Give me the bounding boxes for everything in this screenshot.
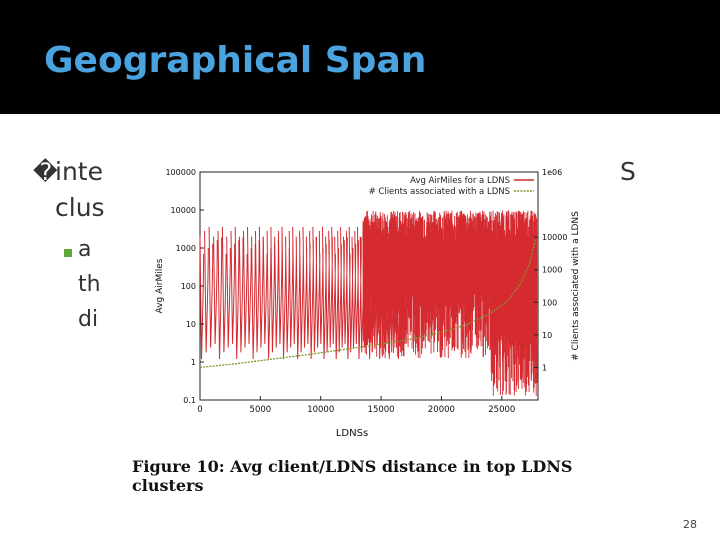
caption-line1: Figure 10: Avg client/LDNS distance in t… — [132, 457, 573, 476]
y-tick-label: 10000 — [171, 206, 196, 215]
caption-line2: clusters — [132, 476, 204, 495]
x-tick-label: 10000 — [307, 405, 334, 415]
title-bar — [0, 0, 720, 114]
sub-bullet-line3: di — [78, 307, 99, 332]
y-tick-label: 100 — [181, 282, 196, 291]
y2-tick-label: 100 — [542, 298, 557, 307]
clients-series-line — [199, 238, 537, 369]
axes: 0 5000 10000 15000 20000 25000 0.1 1 10 100 1000 10… — [165, 168, 567, 415]
bullet-text-line1-end: S — [620, 157, 636, 186]
chart-svg: 0 5000 10000 15000 20000 25000 0.1 1 10 100 1000 10… — [155, 168, 581, 439]
x-axis-label: LDNSs — [336, 428, 368, 439]
bullet-text-line1: inte — [55, 157, 103, 186]
sub-bullet-square-icon — [64, 249, 72, 257]
chart-figure: 0 5000 10000 15000 20000 25000 0.1 1 10 100 1000 10… — [152, 150, 592, 440]
y-tick-label: 1 — [191, 358, 196, 367]
x-tick-label: 0 — [197, 405, 202, 415]
y2-tick-label: 1e06 — [542, 168, 562, 177]
airmiles-series — [199, 210, 538, 397]
legend-label-airmiles: Avg AirMiles for a LDNS — [410, 176, 510, 186]
y2-axis-label: # Clients associated with a LDNS — [571, 211, 581, 361]
x-tick-label: 15000 — [368, 405, 395, 415]
y2-tick-label: 10000 — [542, 233, 567, 242]
x-tick-label: 25000 — [488, 405, 515, 415]
y-tick-label: 0.1 — [183, 396, 196, 405]
bullet-text-line2: clus — [55, 193, 105, 222]
y-tick-label: 1000 — [176, 244, 196, 253]
y-tick-label: 100000 — [165, 168, 196, 177]
y-axis-label: Avg AirMiles — [155, 258, 165, 313]
slide-number: 28 — [683, 518, 697, 531]
x-tick-label: 5000 — [250, 405, 272, 415]
legend: Avg AirMiles for a LDNS # Clients associ… — [369, 176, 534, 197]
sub-bullet-line2: th — [78, 272, 101, 297]
slide-title: Geographical Span — [44, 40, 427, 81]
legend-label-clients: # Clients associated with a LDNS — [369, 187, 510, 197]
y-tick-label: 10 — [186, 320, 196, 329]
figure-caption: Figure 10: Avg client/LDNS distance in t… — [132, 457, 612, 495]
sub-bullet-line1: a — [78, 237, 92, 262]
x-tick-label: 20000 — [428, 405, 455, 415]
y2-tick-label: 1 — [542, 363, 547, 372]
y2-tick-label: 10 — [542, 331, 552, 340]
y2-tick-label: 1000 — [542, 266, 562, 275]
airmiles-dense — [362, 210, 538, 397]
bullet-icon: � — [33, 158, 58, 186]
